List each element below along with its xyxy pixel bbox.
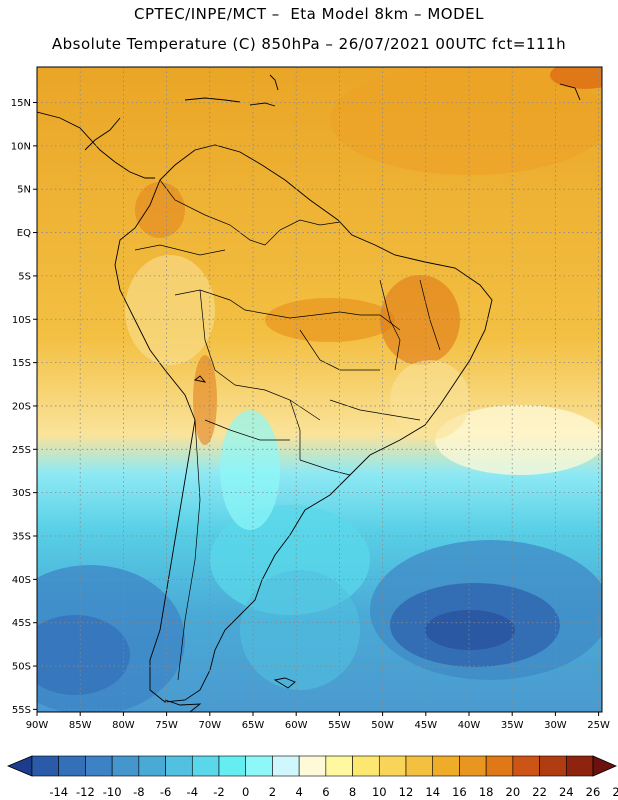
colorbar-swatch — [405, 755, 434, 777]
colorbar-swatch — [325, 755, 353, 777]
colorbar-swatch — [191, 755, 220, 777]
colorbar-swatch — [218, 755, 247, 777]
colorbar-tick-label: 16 — [452, 785, 467, 799]
colorbar-swatch — [272, 755, 300, 777]
lon-label: 35W — [501, 720, 524, 731]
colorbar-tick-label: -6 — [160, 785, 171, 799]
lon-label: 75W — [155, 720, 178, 731]
longitude-labels: 90W 85W 80W 75W 70W 65W 60W 55W 50W 45W 40W 35W 30W 2… — [26, 720, 610, 731]
colorbar-tick-label: -8 — [133, 785, 144, 799]
plot-frame — [36, 66, 603, 713]
colorbar-swatch — [352, 755, 380, 777]
colorbar-swatch — [138, 755, 166, 777]
lat-label: 40S — [12, 575, 31, 586]
colorbar-tick-label: 10 — [372, 785, 387, 799]
lat-label: 15N — [11, 98, 31, 109]
colorbar-swatch — [58, 755, 86, 777]
colorbar-swatch — [111, 755, 140, 777]
lat-label: 10S — [12, 315, 31, 326]
colorbar-tick-label: 6 — [322, 785, 329, 799]
lon-label: 55W — [328, 720, 351, 731]
lat-label: 20S — [12, 401, 31, 412]
colorbar-tick-label: 12 — [399, 785, 414, 799]
lat-label: 45S — [12, 618, 31, 629]
axis-ticks — [33, 102, 600, 716]
colorbar-tick-label: 24 — [559, 785, 574, 799]
colorbar-swatch — [512, 755, 540, 777]
lon-label: 85W — [69, 720, 92, 731]
colorbar-swatch — [31, 755, 60, 777]
lon-label: 25W — [587, 720, 610, 731]
colorbar-swatch — [298, 755, 327, 777]
lon-label: 65W — [242, 720, 265, 731]
lat-label: 10N — [11, 141, 31, 152]
map-title-line1: CPTEC/INPE/MCT – Eta Model 8km – MODEL — [134, 5, 484, 23]
lat-label: 30S — [12, 488, 31, 499]
colorbar — [6, 755, 618, 777]
lon-label: 80W — [112, 720, 135, 731]
colorbar-swatch — [459, 755, 487, 777]
latitude-labels: 15N 10N 5N EQ 5S 10S 15S 20S 25S 30S 35S 40S 45S 50S 5… — [11, 98, 31, 716]
lon-label: 70W — [198, 720, 221, 731]
lat-label: 50S — [12, 662, 31, 673]
lon-label: 90W — [26, 720, 49, 731]
lat-label: 5S — [18, 271, 31, 282]
colorbar-tick-label: 20 — [506, 785, 521, 799]
colorbar-tick-label: 26 — [586, 785, 601, 799]
colorbar-swatch — [565, 755, 594, 777]
lon-label: 45W — [414, 720, 437, 731]
colorbar-tick-label: 28 — [612, 785, 618, 799]
colorbar-tick-label: -12 — [76, 785, 95, 799]
coastlines — [37, 74, 581, 712]
colorbar-swatch — [85, 755, 113, 777]
colorbar-swatch — [432, 755, 460, 777]
colorbar-tick-label: 4 — [295, 785, 302, 799]
lon-label: 30W — [544, 720, 567, 731]
colorbar-tick-label: -10 — [103, 785, 122, 799]
lat-label: EQ — [17, 228, 31, 239]
colorbar-tick-label: 8 — [349, 785, 356, 799]
lat-label: 35S — [12, 532, 31, 543]
colorbar-tick-label: -4 — [187, 785, 198, 799]
colorbar-tick-label: 0 — [242, 785, 249, 799]
map-title-line2: Absolute Temperature (C) 850hPa – 26/07/… — [51, 35, 567, 53]
colorbar-swatch — [539, 755, 567, 777]
colorbar-swatch — [485, 755, 514, 777]
colorbar-tick-label: 14 — [425, 785, 440, 799]
colorbar-swatch — [378, 755, 407, 777]
colorbar-swatch — [245, 755, 273, 777]
temperature-field — [37, 67, 602, 712]
lon-label: 50W — [371, 720, 394, 731]
colorbar-tick-label: -2 — [213, 785, 224, 799]
lon-label: 60W — [285, 720, 308, 731]
colorbar-low-arrow — [6, 755, 33, 777]
lat-label: 25S — [12, 445, 31, 456]
lat-label: 55S — [12, 705, 31, 716]
colorbar-high-arrow — [592, 755, 618, 777]
colorbar-tick-label: 2 — [269, 785, 276, 799]
lon-label: 40W — [458, 720, 481, 731]
colorbar-swatch — [165, 755, 193, 777]
lat-label: 5N — [17, 185, 31, 196]
lat-label: 15S — [12, 358, 31, 369]
colorbar-tick-label: 22 — [532, 785, 547, 799]
country-borders — [134, 179, 441, 681]
colorbar-tick-label: -14 — [49, 785, 68, 799]
colorbar-tick-labels: -14 -12 -10 -8 -6 -4 -2 0 2 4 6 8 10 12 14 16 18 20 22 24 26… — [49, 785, 618, 799]
colorbar-tick-label: 18 — [479, 785, 494, 799]
